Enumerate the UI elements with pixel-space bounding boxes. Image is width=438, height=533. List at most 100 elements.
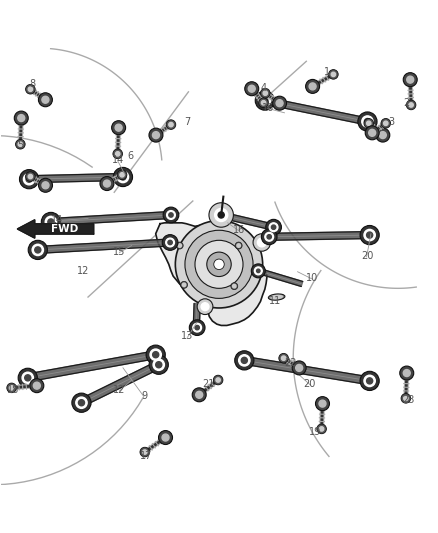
Text: 16: 16 (262, 102, 274, 112)
Polygon shape (51, 212, 171, 225)
Circle shape (28, 240, 47, 260)
Circle shape (317, 424, 326, 434)
Circle shape (153, 359, 164, 370)
Circle shape (364, 118, 371, 125)
Text: 2: 2 (404, 98, 410, 108)
Text: 22: 22 (284, 358, 297, 368)
Circle shape (30, 378, 44, 393)
Circle shape (239, 354, 250, 366)
Circle shape (328, 70, 338, 79)
Polygon shape (155, 223, 267, 326)
Circle shape (152, 352, 159, 358)
Circle shape (251, 264, 265, 278)
Text: 1: 1 (324, 67, 330, 77)
Circle shape (113, 167, 133, 187)
Polygon shape (258, 268, 303, 286)
Circle shape (182, 283, 186, 287)
Circle shape (78, 400, 85, 406)
Circle shape (166, 211, 175, 220)
Circle shape (117, 170, 127, 180)
Circle shape (18, 368, 37, 387)
Circle shape (169, 123, 173, 127)
Text: 8: 8 (29, 79, 35, 89)
Circle shape (276, 100, 283, 107)
Circle shape (358, 112, 377, 131)
Circle shape (215, 208, 228, 222)
Text: 12: 12 (77, 266, 89, 276)
Text: 20: 20 (361, 251, 374, 261)
Polygon shape (29, 174, 123, 183)
Circle shape (195, 240, 243, 288)
Polygon shape (17, 220, 94, 238)
Circle shape (39, 179, 53, 192)
Circle shape (72, 393, 91, 413)
Text: 5: 5 (17, 140, 24, 150)
Circle shape (213, 375, 223, 385)
Circle shape (176, 242, 183, 249)
Circle shape (248, 85, 255, 92)
Circle shape (400, 366, 414, 380)
Circle shape (259, 95, 271, 106)
Circle shape (258, 238, 266, 247)
Text: 21: 21 (202, 378, 214, 389)
Circle shape (39, 93, 53, 107)
Text: 14: 14 (112, 155, 124, 165)
Circle shape (265, 232, 274, 241)
Circle shape (116, 152, 120, 156)
Circle shape (76, 397, 87, 408)
Circle shape (10, 386, 14, 390)
Circle shape (28, 174, 32, 179)
Circle shape (261, 229, 277, 245)
Circle shape (404, 396, 408, 400)
Circle shape (292, 361, 306, 375)
Text: 18: 18 (7, 385, 19, 394)
Circle shape (19, 169, 39, 189)
Circle shape (272, 225, 276, 229)
Circle shape (407, 76, 414, 83)
Circle shape (267, 235, 272, 239)
Circle shape (32, 244, 43, 256)
Circle shape (218, 212, 224, 218)
Circle shape (100, 176, 114, 190)
Circle shape (241, 357, 247, 364)
Circle shape (216, 378, 220, 382)
Circle shape (28, 87, 32, 92)
Text: 6: 6 (128, 151, 134, 160)
Circle shape (262, 98, 268, 103)
Circle shape (115, 124, 122, 131)
Circle shape (48, 219, 54, 225)
Circle shape (120, 174, 126, 180)
Circle shape (35, 247, 41, 253)
Circle shape (360, 372, 379, 391)
Circle shape (365, 126, 379, 140)
Text: 16: 16 (233, 225, 245, 235)
Circle shape (169, 213, 173, 217)
Circle shape (319, 400, 326, 407)
Text: 20: 20 (304, 379, 316, 390)
Circle shape (42, 96, 49, 103)
Polygon shape (269, 231, 370, 240)
Text: 11: 11 (269, 296, 281, 306)
Circle shape (168, 240, 172, 245)
Circle shape (257, 269, 260, 272)
Text: 7: 7 (184, 117, 191, 127)
Circle shape (103, 180, 110, 187)
Circle shape (315, 397, 329, 410)
Circle shape (235, 242, 242, 249)
Circle shape (309, 83, 316, 90)
Ellipse shape (271, 295, 282, 298)
Circle shape (14, 111, 28, 125)
Ellipse shape (268, 294, 285, 300)
Circle shape (150, 349, 161, 360)
Circle shape (42, 182, 49, 189)
Circle shape (25, 375, 31, 381)
Text: 17: 17 (139, 451, 152, 462)
Circle shape (367, 232, 373, 238)
Text: 23: 23 (403, 395, 415, 405)
Text: 14: 14 (50, 215, 63, 225)
Circle shape (162, 434, 169, 441)
Circle shape (253, 234, 271, 251)
Circle shape (45, 216, 57, 228)
Polygon shape (193, 303, 200, 328)
Circle shape (180, 281, 187, 288)
